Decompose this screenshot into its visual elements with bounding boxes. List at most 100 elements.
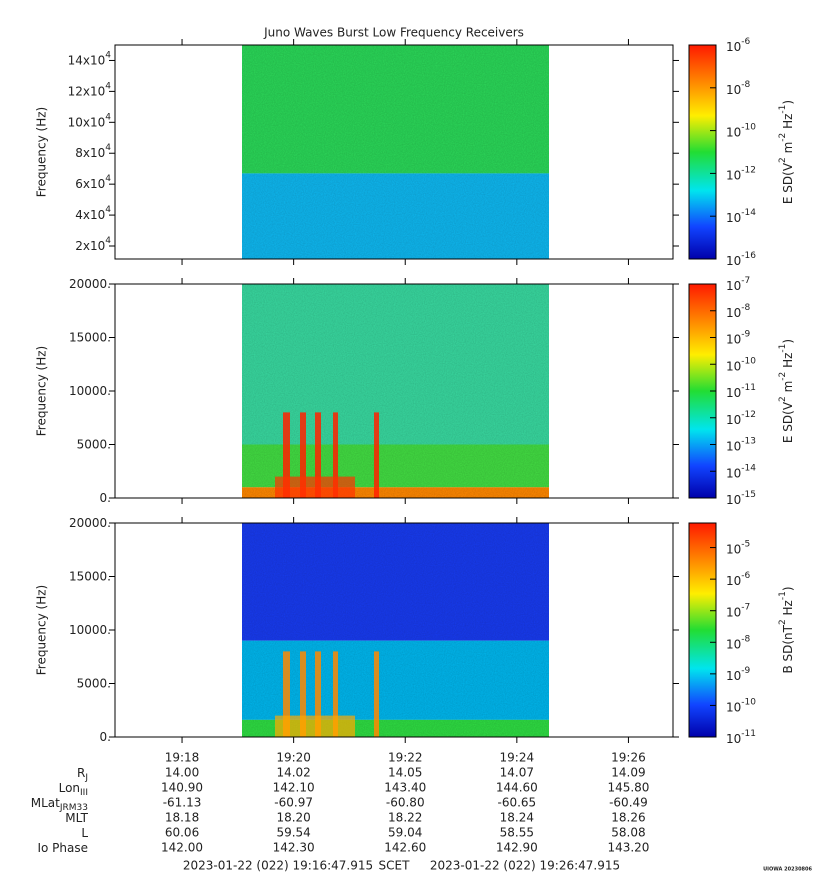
emission xyxy=(275,476,355,498)
colorbar-tick-base: 10 xyxy=(726,412,741,426)
ephemeris-label: LonIII xyxy=(59,781,88,798)
y-tick-text: 10000. xyxy=(69,384,111,398)
colorbar-label: B SD(nT2 Hz-1) xyxy=(778,586,795,673)
colorbar-tick-base: 10 xyxy=(726,605,741,619)
plot-frame xyxy=(114,44,674,260)
colorbar-tick-label: 10-8 xyxy=(726,302,751,319)
y-tick-text: 14x10 xyxy=(68,53,106,67)
colorbar-tick-label: 10-15 xyxy=(726,490,756,507)
colorbar-tick-base: 10 xyxy=(726,168,741,182)
ephemeris-sub: JRM33 xyxy=(59,803,88,813)
colorbar-tick-exp: -14 xyxy=(741,208,756,218)
ephemeris-value: 143.20 xyxy=(607,841,649,855)
colorbar-tick-label: 10-9 xyxy=(726,329,751,346)
y-tick-text: 15000. xyxy=(69,330,111,344)
ephemeris-name: MLat xyxy=(31,796,60,810)
colorbar-tick-base: 10 xyxy=(726,359,741,373)
ephemeris-label: MLatJRM33 xyxy=(31,796,88,813)
colorbar-tick-exp: -11 xyxy=(741,383,756,393)
colorbar-tick-base: 10 xyxy=(726,386,741,400)
spectrogram-band xyxy=(242,523,549,641)
ephemeris-value: 140.90 xyxy=(161,781,203,795)
ephemeris-value: -60.65 xyxy=(497,796,536,810)
colorbar-label-text: B SD(nT xyxy=(781,624,795,673)
y-tick-label: 10000. xyxy=(69,623,111,637)
colorbar-label-text: Hz xyxy=(781,114,795,133)
colorbar-tick-exp: -6 xyxy=(741,37,750,47)
y-tick-text: 5000. xyxy=(77,437,111,451)
colorbar-tick-exp: -10 xyxy=(741,356,756,366)
colorbar-tick-exp: -12 xyxy=(741,409,756,419)
colorbar-tick-exp: -9 xyxy=(741,329,750,339)
colorbar-tick-exp: -8 xyxy=(741,634,750,644)
ephemeris-name: Io Phase xyxy=(37,841,88,855)
colorbar-tick-base: 10 xyxy=(726,732,741,746)
ephemeris-value: 18.26 xyxy=(611,811,645,825)
colorbar-tick-label: 10-6 xyxy=(726,571,751,588)
ephemeris-value: 58.08 xyxy=(611,826,645,840)
y-tick-text: 4x10 xyxy=(75,208,105,222)
y-tick-text: 20000. xyxy=(69,516,111,530)
colorbar-label-text: m xyxy=(781,381,795,397)
colorbar-tick-label: 10-9 xyxy=(726,665,751,682)
colorbar-tick-label: 10-12 xyxy=(726,409,756,426)
ephemeris-value: 60.06 xyxy=(165,826,199,840)
ephemeris-sub: III xyxy=(80,788,88,798)
ephemeris-value: -60.80 xyxy=(386,796,425,810)
ephemeris-name: Lon xyxy=(59,781,80,795)
x-tick-label: 19:26 xyxy=(611,751,646,765)
emission xyxy=(300,412,306,498)
spectrogram-band xyxy=(242,487,549,498)
y-tick-label: 20000. xyxy=(69,516,111,530)
ephemeris-name: R xyxy=(77,766,85,780)
colorbar-tick-base: 10 xyxy=(726,439,741,453)
spectrogram-band xyxy=(242,284,549,445)
y-tick-label: 0. xyxy=(100,491,111,505)
colorbar-tick-base: 10 xyxy=(726,211,741,225)
ephemeris-value: 18.24 xyxy=(500,811,534,825)
y-tick-label: 2x104 xyxy=(75,236,111,253)
colorbar-label-text: E SD(V xyxy=(781,401,795,443)
y-axis-label: Frequency (Hz) xyxy=(35,585,49,676)
colorbar-tick-exp: -13 xyxy=(741,436,756,446)
colorbar-tick-exp: -7 xyxy=(741,276,750,286)
y-tick-label: 0. xyxy=(100,730,111,744)
colorbar-tick-base: 10 xyxy=(726,466,741,480)
colorbar-tick-exp: -8 xyxy=(741,79,750,89)
colorbar-tick-exp: -16 xyxy=(741,251,756,261)
y-tick-label: 6x104 xyxy=(75,174,111,191)
emission xyxy=(333,412,338,498)
ephemeris-value: -60.49 xyxy=(609,796,648,810)
colorbar-tick-label: 10-11 xyxy=(726,729,756,746)
y-tick-label: 20000. xyxy=(69,277,111,291)
colorbar-tick-label: 10-5 xyxy=(726,539,750,556)
y-tick-label: 10000. xyxy=(69,384,111,398)
ephemeris-value: 14.00 xyxy=(165,766,199,780)
ephemeris-value: 58.55 xyxy=(500,826,534,840)
footer-start: 2023-01-22 (022) 19:16:47.915 xyxy=(183,859,373,873)
x-tick-label: 19:24 xyxy=(500,751,535,765)
ephemeris-value: -61.13 xyxy=(163,796,202,810)
ephemeris-label: MLT xyxy=(65,811,88,825)
y-tick-label: 10x104 xyxy=(68,112,112,129)
x-tick-label: 19:18 xyxy=(165,751,200,765)
colorbar-tick-label: 10-14 xyxy=(726,208,756,225)
colorbar-tick-exp: -12 xyxy=(741,165,756,175)
colorbar-tick-label: 10-8 xyxy=(726,79,751,96)
colorbar-tick-base: 10 xyxy=(726,668,741,682)
y-tick-exp: 4 xyxy=(105,143,111,153)
colorbar-tick-base: 10 xyxy=(726,637,741,651)
ephemeris-value: 59.54 xyxy=(276,826,310,840)
colorbar-tick-exp: -9 xyxy=(741,665,750,675)
colorbar-tick-label: 10-7 xyxy=(726,276,750,293)
colorbar-tick-exp: -10 xyxy=(741,122,756,132)
colorbar-tick-base: 10 xyxy=(726,254,741,268)
y-axis-label: Frequency (Hz) xyxy=(35,346,49,437)
colorbar xyxy=(688,44,717,260)
ephemeris-name: L xyxy=(81,826,88,840)
ephemeris-value: 142.00 xyxy=(161,841,203,855)
colorbar-label-exp: -1 xyxy=(778,591,788,600)
emission xyxy=(300,651,306,737)
colorbar-label-text: ) xyxy=(781,339,795,344)
colorbar-tick-base: 10 xyxy=(726,305,741,319)
